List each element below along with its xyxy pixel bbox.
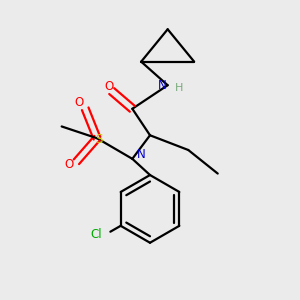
Text: S: S [95,133,102,146]
Text: O: O [104,80,113,93]
Text: Cl: Cl [90,228,101,241]
Text: N: N [158,79,166,92]
Text: O: O [64,158,74,171]
Text: H: H [175,83,184,93]
Text: N: N [137,148,146,161]
Text: O: O [75,96,84,110]
